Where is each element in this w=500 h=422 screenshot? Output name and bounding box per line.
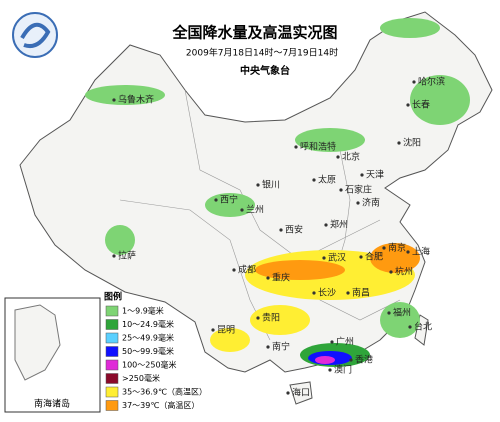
legend-label: 100～250毫米 <box>122 360 177 370</box>
city-dot <box>232 268 236 272</box>
city-dot <box>240 208 244 212</box>
city-label: 乌鲁木齐 <box>118 94 154 106</box>
city-dot <box>211 328 215 332</box>
city-label: 兰州 <box>246 204 264 216</box>
logo <box>12 12 58 58</box>
city-dot <box>339 188 343 192</box>
city-label: 南昌 <box>352 287 370 299</box>
city-dot <box>266 345 270 349</box>
city-label: 拉萨 <box>118 250 136 262</box>
legend-swatch <box>105 305 119 317</box>
legend-title: 图例 <box>104 291 122 303</box>
city-dot <box>346 291 350 295</box>
legend-label: 10～24.9毫米 <box>122 319 174 329</box>
city-dot <box>382 246 386 250</box>
city-label: 西宁 <box>220 194 238 206</box>
legend-label: 50～99.9毫米 <box>122 346 174 356</box>
city-dot <box>349 358 353 362</box>
title: 全国降水量及高温实况图 <box>171 24 337 42</box>
legend-label: 35～36.9℃（高温区） <box>122 387 207 397</box>
city-dot <box>294 145 298 149</box>
hainan <box>289 381 313 405</box>
city-dot <box>406 250 410 254</box>
city-label: 合肥 <box>365 251 383 263</box>
city-label: 上海 <box>412 246 430 258</box>
city-dot <box>266 276 270 280</box>
city-dot <box>408 325 412 329</box>
city-label: 南京 <box>388 242 406 254</box>
city-dot <box>389 270 393 274</box>
taiwan <box>414 314 429 346</box>
city-dot <box>256 183 260 187</box>
city-dot <box>359 255 363 259</box>
city-label: 广州 <box>336 336 354 348</box>
inset-land <box>14 304 61 381</box>
city-dot <box>360 173 364 177</box>
city-dot <box>324 223 328 227</box>
city-label: 台北 <box>414 321 432 333</box>
inset-label: 南海诸岛 <box>34 398 70 410</box>
city-label: 福州 <box>393 307 411 319</box>
city-label: 太原 <box>318 174 336 186</box>
legend-swatch <box>105 346 119 357</box>
subtitle: 2009年7月18日14时～7月19日14时 <box>186 47 338 59</box>
legend-swatch <box>105 319 119 330</box>
city-label: 海口 <box>292 387 310 399</box>
city-dot <box>336 155 340 159</box>
city-label: 杭州 <box>395 266 413 278</box>
city-label: 郑州 <box>330 219 348 231</box>
city-dot <box>312 178 316 182</box>
city-label: 西安 <box>285 224 303 236</box>
city-label: 哈尔滨 <box>418 76 445 88</box>
city-dot <box>112 254 116 258</box>
city-label: 北京 <box>342 151 360 163</box>
legend-label: 25～49.9毫米 <box>122 333 174 343</box>
city-label: 长春 <box>412 99 430 111</box>
city-label: 贵阳 <box>262 312 280 324</box>
city-label: 银川 <box>262 179 280 191</box>
legend-label: 37～39℃（高温区） <box>122 400 199 410</box>
city-dot <box>406 103 410 107</box>
legend-label: 1～9.9毫米 <box>122 306 164 316</box>
city-dot <box>214 198 218 202</box>
weather-areas <box>85 18 470 367</box>
city-dot <box>112 98 116 102</box>
city-dot <box>330 340 334 344</box>
city-dot <box>256 316 260 320</box>
city-label: 天津 <box>366 170 384 181</box>
city-dot <box>322 256 326 260</box>
city-label: 南宁 <box>272 341 290 353</box>
city-label: 石家庄 <box>345 184 372 196</box>
city-dot <box>412 80 416 84</box>
legend: 图例 1～9.9毫米 10～24.9毫米 25～49.9毫米 50～99.9毫米 100… <box>104 291 207 411</box>
city-label: 澳门 <box>334 364 352 376</box>
agency: 中央气象台 <box>240 64 290 77</box>
legend-swatch <box>105 359 119 371</box>
legend-swatch <box>105 400 119 411</box>
city-label: 武汉 <box>328 252 346 264</box>
city-dot <box>356 201 360 205</box>
city-label: 昆明 <box>217 325 235 336</box>
city-label: 济南 <box>362 197 380 209</box>
city-label: 香港 <box>355 354 373 366</box>
city-dot <box>387 311 391 315</box>
city-label: 成都 <box>238 264 256 276</box>
city-dot <box>286 391 290 395</box>
city-label: 呼和浩特 <box>300 141 336 153</box>
city-dot <box>397 141 401 145</box>
legend-label: >250毫米 <box>122 373 160 383</box>
city-label: 沈阳 <box>403 137 421 149</box>
city-label: 长沙 <box>318 287 336 299</box>
city-dot <box>328 368 332 372</box>
legend-swatch <box>105 373 119 384</box>
legend-swatch <box>105 386 119 398</box>
legend-swatch <box>105 332 119 344</box>
city-label: 重庆 <box>272 272 290 284</box>
city-dot <box>279 228 283 232</box>
city-dot <box>312 291 316 295</box>
